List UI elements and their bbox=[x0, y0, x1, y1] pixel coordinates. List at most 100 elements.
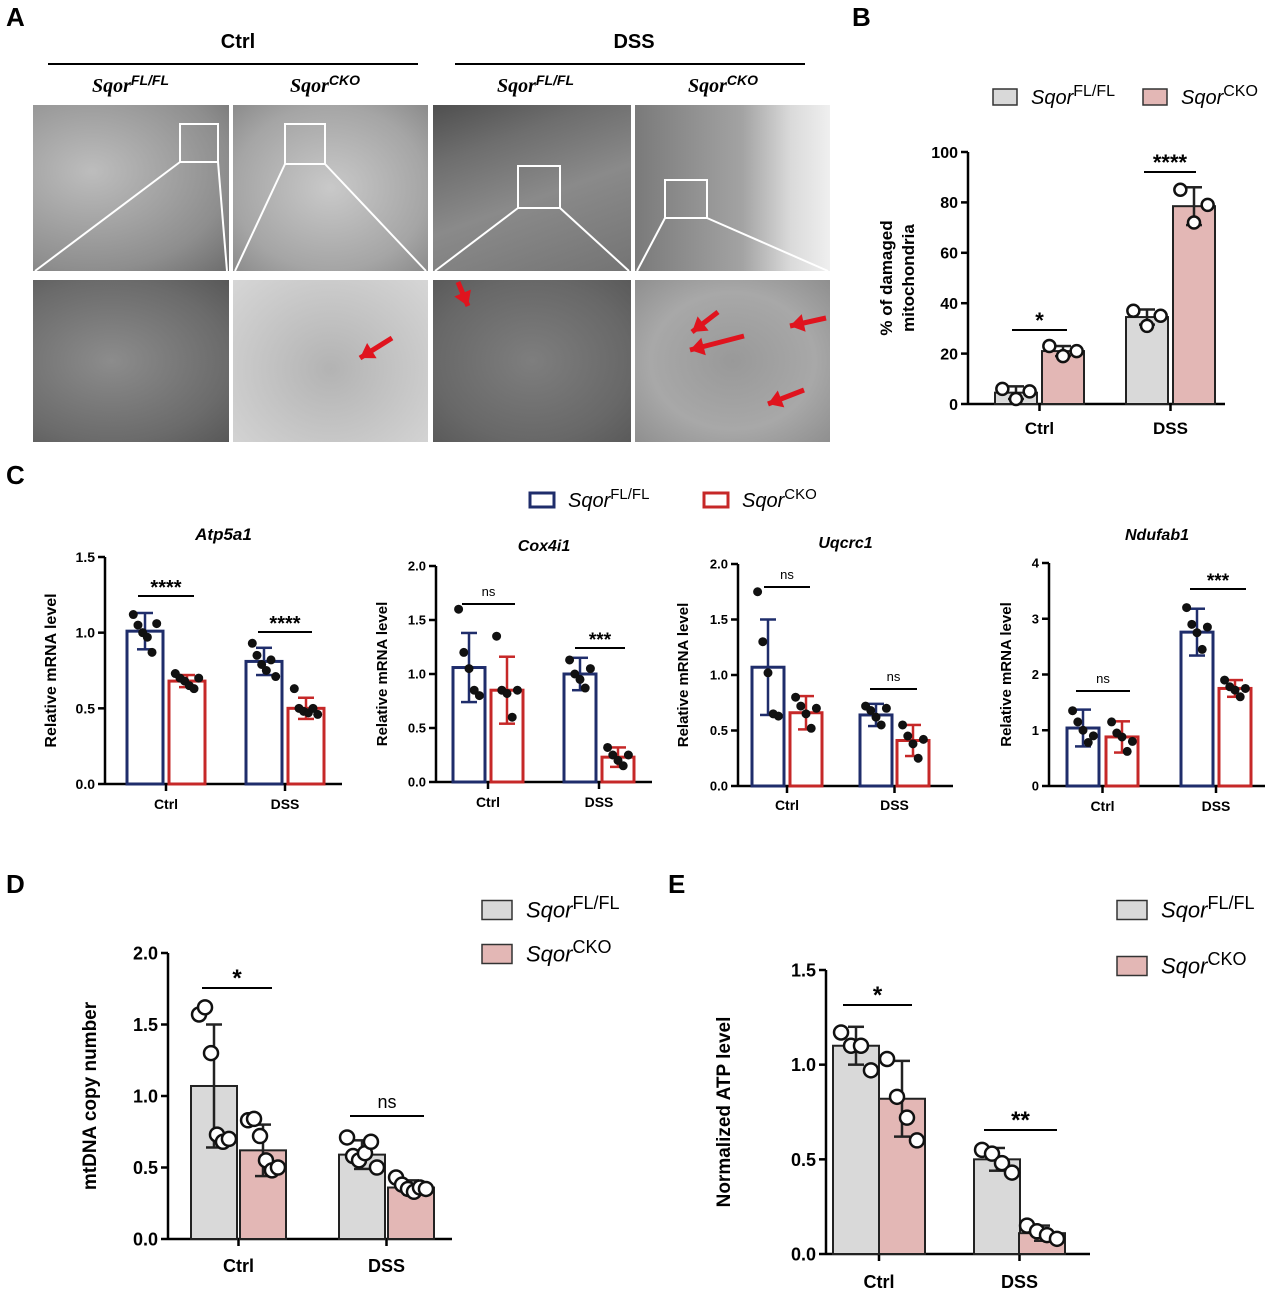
x-tick-label: Ctrl bbox=[775, 797, 799, 813]
y-tick-label: 0 bbox=[949, 397, 958, 414]
data-point bbox=[570, 669, 580, 679]
legend-name: Sqor bbox=[1181, 87, 1225, 109]
panel-a-genotype-3: SqorCKO bbox=[688, 72, 758, 97]
y-axis-label-line: % of damaged bbox=[877, 220, 896, 335]
data-point bbox=[502, 688, 512, 698]
data-point bbox=[1055, 348, 1071, 364]
data-point bbox=[266, 655, 276, 665]
red-arrow-head-4 bbox=[790, 314, 806, 332]
legend-swatch-0 bbox=[1116, 899, 1148, 921]
data-point bbox=[995, 381, 1010, 397]
y-tick-label: 1.5 bbox=[710, 612, 728, 627]
data-point bbox=[507, 712, 517, 722]
data-point bbox=[758, 637, 768, 647]
legend-label-1: SqorCKO bbox=[526, 937, 612, 967]
data-point bbox=[313, 709, 323, 719]
bar bbox=[125, 629, 165, 786]
data-point bbox=[888, 1088, 906, 1106]
panel-a-genotype-1: SqorCKO bbox=[290, 72, 360, 97]
chart-ndufab1: Ndufab1 Relative mRNA level 0 1 2 3 4 Ctrl ns DSS… bbox=[998, 527, 1265, 814]
data-point bbox=[1008, 391, 1024, 407]
data-point bbox=[908, 739, 918, 749]
data-point bbox=[1069, 343, 1084, 359]
data-point bbox=[862, 1062, 880, 1079]
x-tick-label: DSS bbox=[880, 797, 909, 813]
data-point bbox=[1182, 603, 1192, 613]
x-tick-label: Ctrl bbox=[1090, 798, 1114, 814]
red-arrow-head-3 bbox=[690, 337, 706, 356]
significance-label: ns bbox=[887, 669, 901, 684]
y-tick-label: 2.0 bbox=[133, 943, 158, 963]
data-point bbox=[133, 620, 143, 630]
chart-panel-b: % of damaged mitochondria 0 20 40 60 80 100 Ctrl… bbox=[877, 145, 1225, 438]
data-point bbox=[618, 761, 628, 771]
chart-title: Cox4i1 bbox=[518, 538, 571, 555]
data-point bbox=[1202, 622, 1212, 632]
data-point bbox=[806, 723, 816, 733]
y-tick-label: 0.0 bbox=[133, 1229, 158, 1249]
data-point bbox=[993, 1154, 1011, 1172]
significance-label: ns bbox=[780, 567, 794, 582]
zoom-box-3 bbox=[664, 179, 708, 219]
y-tick-label: 2.0 bbox=[710, 557, 728, 572]
data-point bbox=[147, 647, 157, 657]
data-point bbox=[1192, 628, 1202, 638]
chart-title: Uqcrc1 bbox=[818, 535, 872, 552]
data-point bbox=[603, 742, 613, 752]
legend-sup: CKO bbox=[1223, 83, 1258, 100]
panel-letter-c: C bbox=[6, 460, 25, 490]
data-point bbox=[271, 672, 281, 682]
zoom-line-right-0 bbox=[217, 161, 228, 272]
data-point bbox=[1187, 619, 1197, 629]
data-point bbox=[464, 664, 474, 674]
data-point bbox=[585, 664, 595, 674]
em-image-ctrl-cko-high bbox=[233, 280, 428, 442]
x-tick-label: Ctrl bbox=[223, 1256, 254, 1276]
legend-swatch-1 bbox=[1142, 88, 1168, 106]
y-tick-label: 1.5 bbox=[76, 549, 96, 565]
data-point bbox=[1078, 725, 1088, 735]
bar bbox=[451, 666, 487, 784]
y-axis-label: Relative mRNA level bbox=[43, 593, 60, 747]
y-tick-label: 1.5 bbox=[408, 613, 426, 628]
data-point bbox=[202, 1044, 220, 1062]
data-point bbox=[257, 659, 267, 669]
em-image-ctrl-fl-low bbox=[33, 105, 229, 271]
y-tick-label: 100 bbox=[931, 145, 958, 162]
data-point bbox=[1107, 717, 1117, 727]
x-tick-label: DSS bbox=[271, 796, 300, 812]
data-point bbox=[368, 1159, 386, 1176]
data-point bbox=[565, 655, 575, 665]
legend-label-1: SqorCKO bbox=[742, 486, 817, 512]
red-arrow-head-1 bbox=[454, 289, 471, 306]
data-point bbox=[245, 1110, 263, 1128]
data-point bbox=[913, 753, 923, 763]
bar bbox=[167, 679, 207, 786]
y-tick-label: 0.5 bbox=[710, 723, 728, 738]
data-point bbox=[898, 720, 908, 730]
legend-sup: FL/FL bbox=[1073, 83, 1115, 100]
legend-name: Sqor bbox=[1031, 87, 1075, 109]
chart-cox4i1: Cox4i1 Relative mRNA level 0.0 0.5 1.0 1.5 2.0… bbox=[374, 538, 652, 810]
y-axis-label: Relative mRNA level bbox=[998, 602, 1015, 747]
zoom-line-left-1 bbox=[234, 163, 286, 272]
data-point bbox=[142, 632, 152, 642]
zoom-line-right-3 bbox=[706, 217, 829, 272]
data-point bbox=[1235, 692, 1245, 702]
data-point bbox=[252, 650, 262, 660]
y-tick-label: 1.0 bbox=[76, 625, 96, 641]
data-point bbox=[983, 1145, 1001, 1162]
y-tick-label: 2 bbox=[1032, 667, 1039, 682]
y-tick-label: 0 bbox=[1032, 779, 1039, 794]
legend-name: Sqor bbox=[526, 942, 574, 967]
data-point bbox=[1083, 738, 1093, 748]
data-point bbox=[454, 604, 464, 614]
legend-panel-c: SqorFL/FL SqorCKO bbox=[528, 486, 817, 512]
y-tick-label: 60 bbox=[940, 246, 958, 263]
legend-swatch-0 bbox=[481, 899, 513, 921]
data-point bbox=[1042, 338, 1057, 354]
significance-label: *** bbox=[589, 630, 612, 651]
legend-sup: FL/FL bbox=[572, 893, 619, 913]
data-point bbox=[194, 673, 204, 683]
data-point bbox=[796, 701, 806, 711]
